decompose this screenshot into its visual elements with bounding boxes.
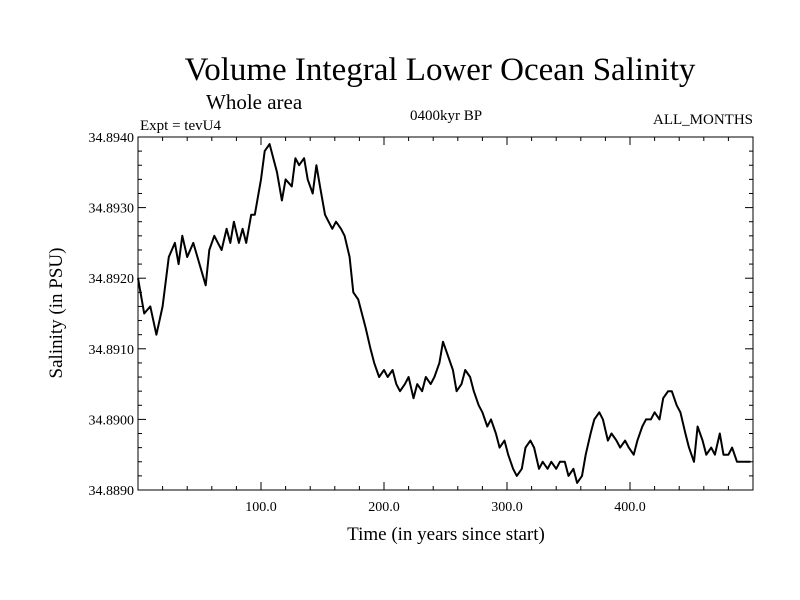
plot-frame: [137, 136, 754, 491]
salinity-series-line: [137, 143, 751, 484]
y-tick-label: 34.8890: [89, 484, 135, 499]
y-tick-label: 34.8910: [89, 343, 135, 358]
y-tick-label: 34.8920: [89, 272, 135, 287]
y-axis-ticks: 34.8890 34.8900 34.8910 34.8920 34.8930 34.89…: [89, 131, 753, 499]
x-tick-label: 300.0: [491, 500, 523, 515]
y-axis-label: Salinity (in PSU): [46, 248, 67, 379]
x-tick-label: 100.0: [245, 500, 277, 515]
y-tick-label: 34.8930: [89, 202, 135, 217]
months-label: ALL_MONTHS: [653, 112, 753, 128]
y-tick-label: 34.8900: [89, 413, 135, 428]
x-axis-label: Time (in years since start): [347, 524, 545, 545]
x-axis-ticks: 100.0 200.0 300.0 400.0: [162, 137, 729, 515]
x-tick-label: 400.0: [614, 500, 646, 515]
period-label: 0400kyr BP: [410, 108, 482, 124]
chart-subtitle: Whole area: [206, 90, 303, 114]
experiment-label: Expt = tevU4: [140, 118, 221, 134]
y-tick-label: 34.8940: [89, 131, 135, 146]
chart-title: Volume Integral Lower Ocean Salinity: [185, 52, 696, 88]
x-tick-label: 200.0: [368, 500, 400, 515]
